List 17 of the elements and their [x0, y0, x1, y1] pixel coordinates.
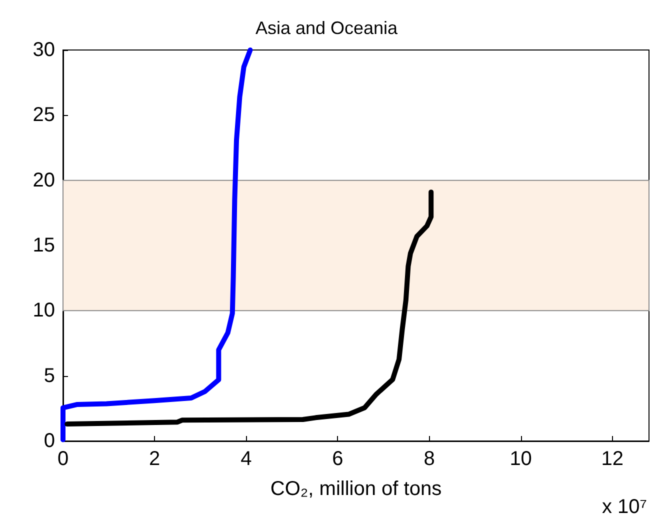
y-tick-label: 10: [32, 300, 55, 322]
y-tick-label: 30: [32, 39, 55, 61]
x-tick-label: 12: [601, 448, 624, 470]
x-tick-label: 2: [149, 448, 160, 470]
x-tick-label: 8: [424, 448, 435, 470]
x-axis-title: CO₂, million of tons: [270, 478, 442, 500]
x-tick-label: 0: [57, 448, 69, 470]
y-tick-label: 0: [44, 430, 55, 452]
x-tick-label: 10: [510, 448, 532, 470]
y-tick-label: 25: [32, 104, 55, 126]
chart-title: Asia and Oceania: [255, 18, 399, 38]
y-tick-label: 20: [32, 169, 55, 192]
y-tick-label: 15: [32, 234, 55, 256]
text: x 10⁷: [602, 496, 648, 518]
x-tick-label: 6: [332, 448, 344, 470]
y-tick-label: 5: [44, 364, 55, 387]
x-tick-label: 4: [240, 448, 252, 470]
